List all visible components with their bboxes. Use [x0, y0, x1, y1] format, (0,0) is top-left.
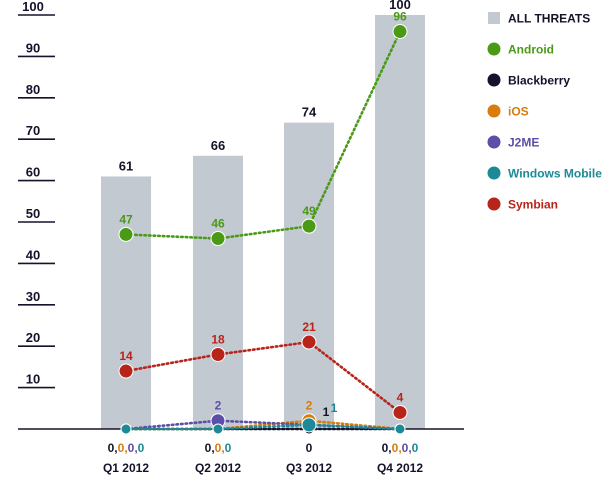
point-value-label: 96 — [393, 10, 407, 24]
legend-item-windows-mobile: Windows Mobile — [487, 166, 602, 181]
data-point-android — [301, 218, 317, 234]
series-line-j2me — [124, 419, 402, 431]
zero-value-part: 0, — [215, 441, 225, 455]
category-zero-values: 0,0,0,0 — [108, 441, 145, 455]
point-value-label: 21 — [302, 320, 316, 334]
y-tick-label: 100 — [22, 0, 44, 14]
zero-value-part: 0 — [412, 441, 419, 455]
zero-value-part: 0, — [382, 441, 392, 455]
legend-label: Windows Mobile — [508, 167, 602, 181]
bar-all-threats — [375, 15, 425, 429]
point-value-label: 2 — [306, 399, 313, 413]
y-tick-label: 10 — [26, 372, 40, 387]
y-tick-label: 50 — [26, 206, 40, 221]
zero-value-part: 0, — [205, 441, 215, 455]
legend-label: Symbian — [508, 198, 558, 212]
data-point-windows-mobile — [212, 423, 224, 435]
legend-item-symbian: Symbian — [487, 197, 558, 212]
series-points — [118, 24, 408, 435]
legend-swatch — [487, 166, 501, 180]
zero-value-part: 0, — [108, 441, 118, 455]
legend-item-ios: iOS — [487, 104, 529, 119]
zero-value-part: 0, — [392, 441, 402, 455]
bar-value-label: 66 — [211, 138, 225, 153]
legend-item-all-threats: ALL THREATS — [488, 12, 590, 26]
y-tick-label: 80 — [26, 82, 40, 97]
data-point-android — [210, 231, 226, 247]
category-zero-values: 0,0,0 — [205, 441, 232, 455]
legend-item-blackberry: Blackberry — [487, 73, 570, 88]
legend-swatch — [487, 73, 501, 87]
data-point-symbian — [210, 346, 226, 362]
y-tick-label: 90 — [26, 40, 40, 55]
category-zero-values: 0,0,0,0 — [382, 441, 419, 455]
bar-labels: 61 66 74 100 — [119, 0, 411, 173]
y-tick-label: 40 — [26, 247, 40, 262]
bar-value-label: 74 — [302, 105, 317, 120]
legend-label: iOS — [508, 105, 529, 119]
bar-all-threats — [284, 122, 334, 429]
legend-item-android: Android — [487, 42, 554, 57]
legend-label: ALL THREATS — [508, 12, 590, 26]
data-point-symbian — [118, 363, 134, 379]
zero-value-part: 0, — [118, 441, 128, 455]
legend-swatch — [487, 104, 501, 118]
bar-all-threats — [101, 176, 151, 429]
y-tick-label: 70 — [26, 123, 40, 138]
legend-label: J2ME — [508, 136, 539, 150]
point-value-label: 4 — [397, 390, 404, 404]
legend-swatch — [487, 197, 501, 211]
point-value-label: 2 — [215, 399, 222, 413]
point-value-label: 1 — [331, 401, 338, 415]
data-point-android — [392, 24, 408, 40]
point-value-label: 46 — [211, 217, 225, 231]
legend: ALL THREATS Android Blackberry iOS J2ME Windo… — [487, 12, 602, 212]
x-category-label: Q2 2012 — [195, 461, 241, 475]
legend-swatch — [488, 12, 500, 24]
category-zero-values: 0 — [306, 441, 313, 455]
data-point-windows-mobile — [301, 417, 317, 433]
x-category-label: Q1 2012 — [103, 461, 149, 475]
series-line-android — [124, 30, 402, 240]
y-axis: 10 20 30 40 50 60 70 80 90 100 — [18, 0, 55, 389]
zero-value-part: 0 — [306, 441, 313, 455]
legend-label: Android — [508, 43, 554, 57]
y-tick-label: 60 — [26, 165, 40, 180]
x-category-label: Q4 2012 — [377, 461, 423, 475]
data-point-windows-mobile — [394, 423, 406, 435]
bar-all-threats — [193, 155, 243, 429]
zero-value-part: 0 — [225, 441, 232, 455]
point-value-label: 1 — [323, 405, 330, 419]
bar-value-label: 100 — [389, 0, 411, 12]
data-point-windows-mobile — [120, 423, 132, 435]
data-point-symbian — [392, 404, 408, 420]
zero-value-part: 0, — [128, 441, 138, 455]
x-category-label: Q3 2012 — [286, 461, 332, 475]
point-value-label: 49 — [302, 204, 316, 218]
series-line-windows-mobile — [124, 423, 402, 431]
point-value-label: 18 — [211, 332, 225, 346]
legend-swatch — [487, 135, 501, 149]
y-tick-label: 20 — [26, 330, 40, 345]
zero-value-part: 0 — [138, 441, 145, 455]
series-line-symbian — [124, 340, 402, 414]
y-tick-label: 30 — [26, 289, 40, 304]
bar-value-label: 61 — [119, 158, 133, 173]
point-value-label: 47 — [119, 212, 133, 226]
data-point-android — [118, 226, 134, 242]
data-point-symbian — [301, 334, 317, 350]
legend-item-j2me: J2ME — [487, 135, 539, 150]
series-lines — [124, 30, 402, 431]
legend-label: Blackberry — [508, 74, 570, 88]
bars — [101, 15, 425, 429]
point-value-label: 14 — [119, 349, 133, 363]
legend-swatch — [487, 42, 501, 56]
zero-value-part: 0, — [402, 441, 412, 455]
